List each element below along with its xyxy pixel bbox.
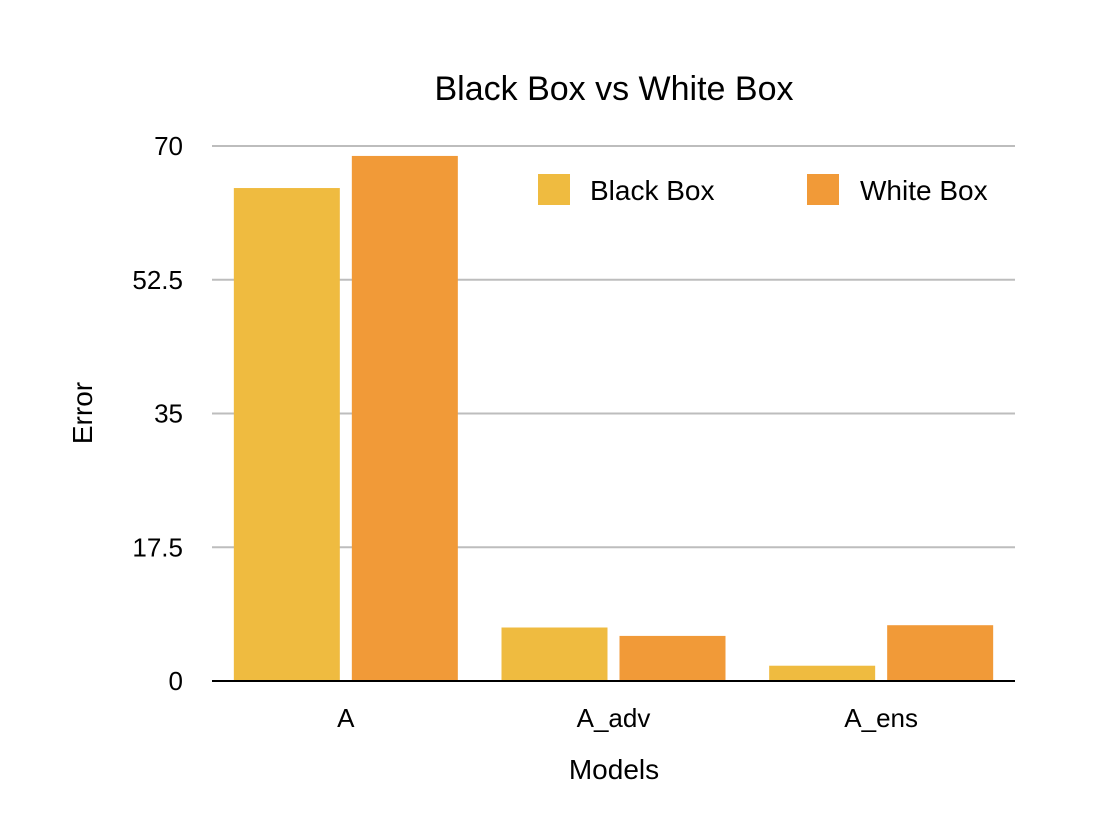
bar — [233, 188, 340, 682]
bar — [351, 155, 458, 681]
y-tick-label: 0 — [169, 666, 183, 696]
legend-swatch — [538, 174, 570, 205]
legend-swatch — [807, 174, 839, 205]
y-tick-label: 52.5 — [132, 265, 183, 295]
legend-label: Black Box — [590, 175, 715, 206]
y-tick-label: 70 — [154, 131, 183, 161]
y-axis-label: Error — [67, 382, 98, 444]
y-axis-ticks: 0 17.5 35 52.5 70 — [132, 131, 183, 696]
bar — [501, 627, 608, 681]
legend: Black Box White Box — [538, 174, 988, 206]
x-tick-label: A — [337, 703, 355, 733]
bar — [619, 635, 726, 681]
x-axis-ticks: A A_adv A_ens — [337, 703, 918, 733]
legend-label: White Box — [860, 175, 988, 206]
y-tick-label: 35 — [154, 399, 183, 429]
x-tick-label: A_ens — [844, 703, 918, 733]
bar — [887, 625, 994, 681]
chart-title: Black Box vs White Box — [434, 70, 793, 108]
bars — [233, 155, 994, 682]
x-axis-label: Models — [569, 754, 659, 785]
gridlines — [212, 145, 1015, 549]
y-tick-label: 17.5 — [132, 532, 183, 562]
x-tick-label: A_adv — [577, 703, 651, 733]
bar — [769, 665, 876, 681]
